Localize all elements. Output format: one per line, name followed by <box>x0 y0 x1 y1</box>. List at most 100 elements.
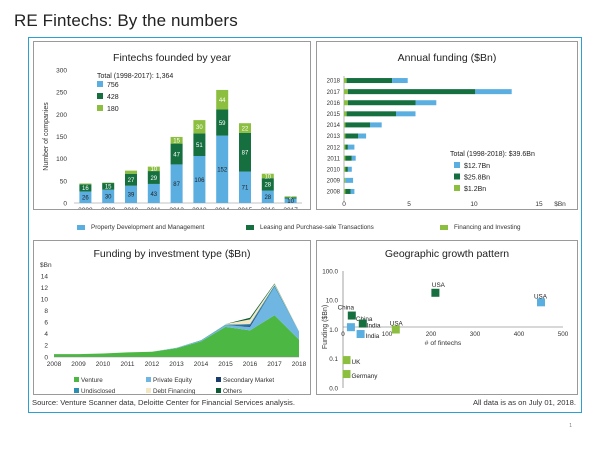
x-tick-label: 2014 <box>215 207 230 209</box>
legend-swatch <box>74 388 79 393</box>
x-axis-label: $Bn <box>554 201 566 208</box>
y-tick-label: 1.0 <box>329 327 338 334</box>
data-date-note: All data is as on July 01, 2018. <box>472 398 576 407</box>
legend-item: Financing and Investing <box>440 224 521 231</box>
x-tick-label: 2012 <box>145 361 160 368</box>
data-label: 10 <box>287 199 294 205</box>
y-tick-label: 10 <box>41 296 49 303</box>
data-label: 26 <box>82 196 89 202</box>
x-tick-label: 0 <box>341 331 345 338</box>
data-label: 27 <box>128 178 135 184</box>
point-label: USA <box>534 293 548 300</box>
y-tick-label: 2015 <box>327 112 341 118</box>
x-tick-label: 0 <box>342 201 346 208</box>
x-tick-label: 500 <box>558 331 569 338</box>
y-tick-label: 100 <box>56 156 67 163</box>
area-series <box>54 283 299 355</box>
bar-segment <box>170 143 183 165</box>
point-label: UK <box>352 359 362 366</box>
bar-segment <box>415 100 437 106</box>
legend-label: Private Equity <box>153 377 193 384</box>
x-tick-label: 2017 <box>267 361 282 368</box>
bar-segment <box>284 197 297 199</box>
x-tick-label: 2010 <box>124 207 139 209</box>
legend-swatch <box>97 105 103 111</box>
x-tick-label: 2014 <box>194 361 209 368</box>
data-label: 43 <box>150 192 157 198</box>
legend-label: 756 <box>107 82 119 89</box>
y-tick-label: 0.1 <box>329 356 338 363</box>
x-tick-label: 200 <box>426 331 437 338</box>
y-axis-label: $Bn <box>40 262 52 269</box>
total-text: Total (1998-2017): 1,364 <box>97 73 173 80</box>
bar-segment <box>261 173 274 179</box>
bar-segment <box>261 190 274 203</box>
area-series <box>54 315 299 357</box>
legend-swatch <box>454 185 460 191</box>
bar-segment <box>347 89 476 95</box>
data-label: 30 <box>196 125 203 131</box>
legend-label: $25.8Bn <box>464 175 490 182</box>
y-tick-label: 150 <box>56 134 67 141</box>
y-tick-label: 250 <box>56 90 67 97</box>
legend-swatch <box>216 388 221 393</box>
data-label: 152 <box>217 168 228 174</box>
bar-segment <box>396 111 416 117</box>
scatter-point <box>391 325 400 334</box>
data-label: 29 <box>150 176 157 182</box>
legend-swatch <box>97 81 103 87</box>
x-tick-label: 2009 <box>71 361 86 368</box>
data-label: 15 <box>105 185 112 191</box>
legend-label: Debt Financing <box>153 388 196 394</box>
y-tick-label: 6 <box>44 320 48 327</box>
point-label: Germany <box>352 373 379 380</box>
bar-segment <box>102 183 115 190</box>
geographic-chart-svg: 0.0 0.1 1.0 10.0 100.0 0 100 200 300 400 500 Fundin… <box>322 268 569 392</box>
data-label: 28 <box>264 195 271 201</box>
bar-segment <box>345 144 348 150</box>
data-label: 10 <box>264 174 271 180</box>
point-label: India <box>367 323 381 330</box>
legend-item: Property Development and Management <box>77 224 204 231</box>
scatter-point <box>356 330 365 339</box>
bar-segment <box>344 122 346 128</box>
x-tick-label: 2012 <box>169 207 184 209</box>
chart-title: Fintechs founded by year <box>113 52 231 64</box>
legend-swatch <box>246 224 254 230</box>
bar-segment <box>344 111 347 117</box>
bar-segment <box>216 89 229 110</box>
legend-swatch <box>77 224 85 230</box>
y-tick-label: 0 <box>63 201 67 208</box>
bar-segment <box>347 144 355 150</box>
y-tick-label: 2009 <box>327 179 341 185</box>
total-text: Total (1998-2018): $39.6Bn <box>450 151 535 158</box>
chart-title: Annual funding ($Bn) <box>397 52 497 64</box>
source-note: Source: Venture Scanner data, Deloitte C… <box>32 398 295 407</box>
panel-fintechs-founded: Fintechs founded by year 0 50 100 150 200 250… <box>33 41 311 210</box>
data-label: 22 <box>242 126 249 132</box>
point-label: India <box>366 333 380 340</box>
y-tick-label: 10.0 <box>326 298 339 305</box>
legend-swatch <box>146 377 151 382</box>
y-tick-label: 300 <box>56 68 67 75</box>
bar-segment <box>216 109 229 136</box>
bar-segment <box>261 178 274 191</box>
legend-label: Property Development and Management <box>91 224 205 231</box>
y-tick-label: 4 <box>44 331 48 338</box>
y-tick-label: 14 <box>41 273 49 280</box>
legend-label: Undisclosed <box>81 388 116 394</box>
bar-segment <box>79 184 92 192</box>
y-axis-label: Number of companies <box>43 102 50 171</box>
point-label: USA <box>390 321 404 328</box>
data-label: 87 <box>173 182 180 188</box>
legend-swatch <box>440 224 448 230</box>
scatter-point <box>431 288 440 297</box>
y-tick-label: 2010 <box>327 167 341 173</box>
scatter-point <box>346 323 355 332</box>
y-tick-label: 200 <box>56 112 67 119</box>
bar-segment <box>351 155 356 161</box>
x-tick-label: 2016 <box>261 207 276 209</box>
legend-label: Financing and Investing <box>454 224 521 231</box>
y-tick-label: 100.0 <box>322 268 338 275</box>
y-tick-label: 2012 <box>327 145 341 151</box>
